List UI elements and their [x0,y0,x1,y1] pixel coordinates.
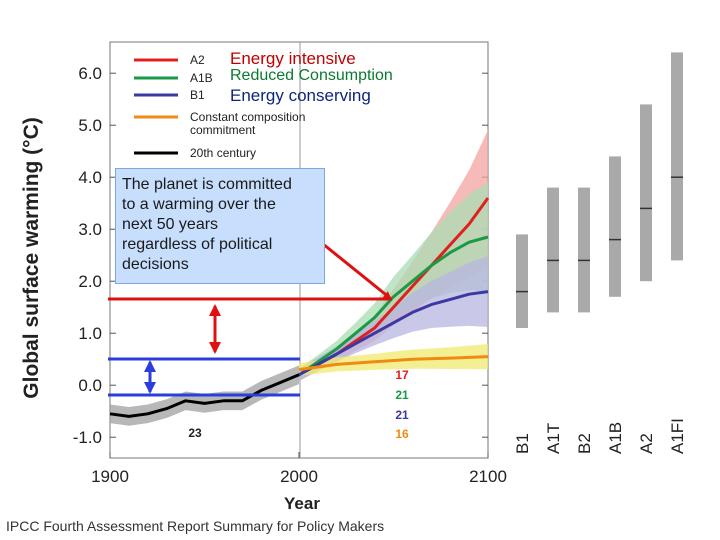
annotation-callout: The planet is committed to a warming ove… [115,168,325,284]
likely-range-bar [547,187,559,313]
callout-line: to a warming over the [122,196,276,213]
y-tick-label: 1.0 [78,324,102,343]
series-line-4 [109,373,300,418]
series-line-3 [298,355,489,372]
model-count-label: 16 [395,427,409,441]
callout-line: next 50 years [122,216,219,233]
y-tick-label: 4.0 [78,168,102,187]
uncertainty-band-1 [299,182,488,382]
scenario-label: B2 [575,433,594,454]
x-tick-label: 1900 [91,467,129,486]
x-tick-label: 2100 [469,467,507,486]
y-tick-label: 2.0 [78,272,102,291]
overlay-label-energy-intensive: Energy intensive [230,49,356,68]
likely-range-bars: B1 A1T B2 A1B A2 A1FI [513,52,687,454]
legend-label-20th-century: 20th century [190,146,256,160]
model-count-label: 17 [395,368,409,382]
y-tick-label: 0.0 [78,376,102,395]
legend-label-commitment-2: commitment [190,123,256,137]
scenario-label: A1T [544,423,563,454]
callout-line: decisions [122,256,189,273]
legend: A2 A1B B1 Constant composition commitmen… [134,53,305,160]
y-tick-label: 3.0 [78,220,102,239]
likely-range-bar [516,234,528,328]
series-line-1 [298,235,489,377]
legend-label-b1: B1 [190,88,205,102]
y-tick-label: 5.0 [78,116,102,135]
scenario-label: A1B [606,422,625,454]
x-ticks: 1900 2000 2100 [91,452,507,486]
model-count-label: 23 [188,426,202,440]
source-footer: IPCC Fourth Assessment Report Summary fo… [6,518,385,534]
x-axis-label: Year [284,494,320,513]
model-count-label: 21 [395,388,409,402]
legend-label-a1b: A1B [190,71,213,85]
scenario-label: A2 [637,433,656,454]
series-lines [109,197,490,418]
likely-range-bar [671,52,683,261]
likely-range-bar [640,104,652,282]
model-counts: 23 17 21 21 16 [188,368,409,441]
likely-range-bar [609,156,621,297]
y-tick-label: -1.0 [73,428,102,447]
likely-range-bar [578,187,590,313]
y-tick-label: 6.0 [78,64,102,83]
x-tick-label: 2000 [280,467,318,486]
callout-pointer-arrow [317,238,392,300]
y-ticks: -1.0 0.0 1.0 2.0 3.0 4.0 5.0 6.0 [73,64,488,447]
callout-line: regardless of political [122,236,273,253]
y-axis-label: Global surface warming (°C) [20,117,43,398]
legend-label-commitment-1: Constant composition [190,110,305,124]
callout-line: The planet is committed [122,176,292,193]
model-count-label: 21 [395,408,409,422]
legend-label-a2: A2 [190,53,205,67]
scenario-label: A1FI [668,418,687,454]
series-line-2 [298,290,489,377]
scenario-label: B1 [513,433,532,454]
overlay-label-reduced-consumption: Reduced Consumption [230,67,393,84]
overlay-label-energy-conserving: Energy conserving [230,86,371,105]
